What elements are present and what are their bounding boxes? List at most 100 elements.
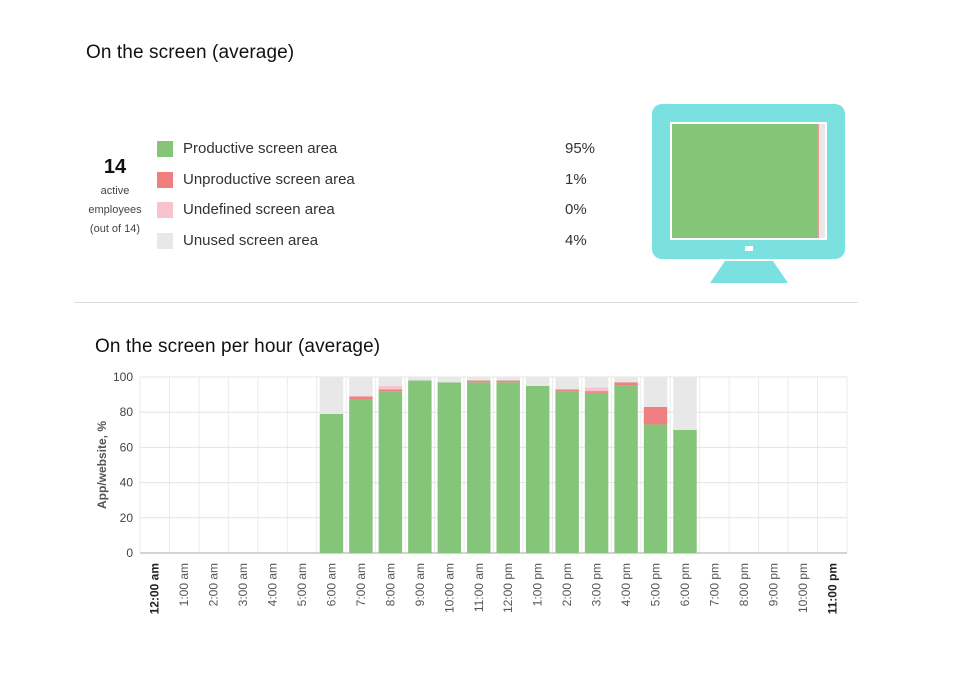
monitor-area-productive <box>672 124 818 238</box>
chart-horizontal-gridlines <box>140 376 847 554</box>
monitor-area-unused <box>818 124 825 238</box>
chart-bar-segment <box>319 413 344 553</box>
chart-bar-segment <box>319 377 344 414</box>
chart-y-tick-label: 100 <box>113 370 133 384</box>
chart-bar-segment <box>437 382 462 553</box>
active-employees-label-line3: (out of 14) <box>89 223 141 235</box>
chart-y-tick-label: 80 <box>120 405 134 419</box>
chart-bar-segment <box>555 391 579 553</box>
chart-x-tick-label: 10:00 am <box>442 563 456 613</box>
chart-y-tick-labels: 0 20 40 60 80 100 <box>113 370 133 560</box>
active-employees-count: 14 <box>103 156 127 178</box>
chart-x-tick-label: 6:00 pm <box>678 563 692 606</box>
chart-bar-segment <box>467 377 491 381</box>
chart-x-tick-label: 11:00 pm <box>825 563 839 614</box>
chart-x-tick-label: 1:00 pm <box>531 563 545 606</box>
legend-value-unproductive: 1% <box>565 170 587 188</box>
monitor-power-light <box>745 246 753 251</box>
legend-label-unused: Unused screen area <box>183 231 319 249</box>
chart-bar-segment <box>467 382 491 553</box>
chart-x-tick-label: 2:00 pm <box>560 563 574 606</box>
legend-value-unused: 4% <box>565 231 587 249</box>
chart-bar-segment <box>496 382 520 553</box>
chart-x-tick-label: 8:00 am <box>383 563 397 606</box>
chart-bar-segment <box>643 424 668 553</box>
chart-x-tick-label: 10:00 pm <box>796 563 810 613</box>
active-employees-label-line1: active <box>100 185 130 197</box>
chart-bar-segment <box>584 387 609 392</box>
monitor-screen-usage <box>672 124 825 238</box>
chart-vertical-gridlines <box>139 377 848 553</box>
chart-bar-segment <box>437 377 462 383</box>
chart-x-tick-label: 3:00 pm <box>590 563 604 606</box>
legend-swatch-unused <box>157 232 173 249</box>
chart-x-tick-label: 9:00 pm <box>766 563 780 606</box>
chart-x-tick-label: 5:00 am <box>295 563 309 606</box>
chart-x-tick-label: 9:00 am <box>413 563 427 606</box>
monitor-area-unproductive <box>817 124 819 238</box>
chart-bar-segment <box>555 389 579 392</box>
legend-swatch-unproductive <box>157 171 173 188</box>
chart-bar-segment <box>349 399 373 553</box>
legend-row-undefined: Undefined screen area 0% <box>157 201 597 232</box>
chart-x-tick-label: 3:00 am <box>236 563 250 606</box>
monitor-stand <box>710 261 788 283</box>
active-employees-label: active employees (out of 14) <box>82 182 148 239</box>
chart-x-tick-labels: 12:00 am 1:00 am 2:00 am 3:00 am 4:00 am 5:00… <box>148 563 840 614</box>
chart-x-tick-label: 12:00 pm <box>501 563 515 613</box>
chart-x-tick-label: 11:00 am <box>472 563 486 612</box>
chart-bar-segment <box>614 385 638 553</box>
legend-row-unproductive: Unproductive screen area 1% <box>157 171 597 202</box>
legend-label-undefined: Undefined screen area <box>183 201 335 218</box>
chart-x-tick-label: 7:00 pm <box>707 563 721 606</box>
chart-bar-segment <box>349 377 373 397</box>
section-divider <box>74 302 858 303</box>
chart-bar-segment <box>614 382 638 386</box>
chart-x-tick-label: 8:00 pm <box>737 563 751 606</box>
chart-bar-segment <box>584 391 609 393</box>
chart-x-tick-label: 7:00 am <box>354 563 368 606</box>
hourly-section-title: On the screen per hour (average) <box>95 336 381 357</box>
legend-row-unused: Unused screen area 4% <box>157 232 597 263</box>
chart-x-tick-label: 2:00 am <box>207 563 221 606</box>
legend-label-unproductive: Unproductive screen area <box>183 170 355 188</box>
chart-x-tick-label: 1:00 am <box>177 563 191 606</box>
chart-y-tick-label: 60 <box>120 440 134 454</box>
chart-x-tick-label: 4:00 pm <box>619 563 633 606</box>
legend-swatch-undefined <box>157 202 173 218</box>
chart-bar-segment <box>643 377 668 407</box>
chart-bars <box>319 377 697 553</box>
chart-bar-segment <box>378 377 403 386</box>
chart-bar-segment <box>584 392 609 553</box>
legend-value-undefined: 0% <box>565 201 587 218</box>
chart-y-tick-label: 40 <box>120 476 134 490</box>
chart-bar-segment <box>584 377 609 388</box>
chart-bar-segment <box>673 377 697 430</box>
chart-bar-segment <box>408 380 432 553</box>
legend-row-productive: Productive screen area 95% <box>157 140 597 171</box>
chart-x-tick-label: 12:00 am <box>148 563 162 614</box>
chart-y-tick-label: 0 <box>126 546 133 560</box>
chart-x-tick-label: 4:00 am <box>266 563 280 606</box>
legend-label-productive: Productive screen area <box>183 140 338 157</box>
chart-bar-segment <box>378 389 403 392</box>
monitor-icon <box>652 104 845 283</box>
chart-bar-segment <box>408 377 432 381</box>
chart-bar-segment <box>467 380 491 383</box>
chart-bar-segment <box>555 377 579 390</box>
chart-bar-segment <box>673 429 697 553</box>
chart-x-tick-label: 5:00 pm <box>649 563 663 606</box>
chart-bar-segment <box>525 377 550 386</box>
screen-section-title: On the screen (average) <box>86 42 295 63</box>
chart-y-tick-label: 20 <box>120 511 134 525</box>
legend-swatch-productive <box>157 141 173 157</box>
chart-bar-segment <box>349 396 373 400</box>
active-employees-summary: 14 active employees (out of 14) <box>82 156 148 239</box>
chart-y-axis-label: App/website, % <box>95 421 109 509</box>
chart-bar-segment <box>496 377 520 381</box>
active-employees-label-line2: employees <box>88 204 142 216</box>
chart-bar-segment <box>378 391 403 553</box>
chart-bar-segment <box>614 377 638 383</box>
chart-bar-segment <box>643 406 668 425</box>
